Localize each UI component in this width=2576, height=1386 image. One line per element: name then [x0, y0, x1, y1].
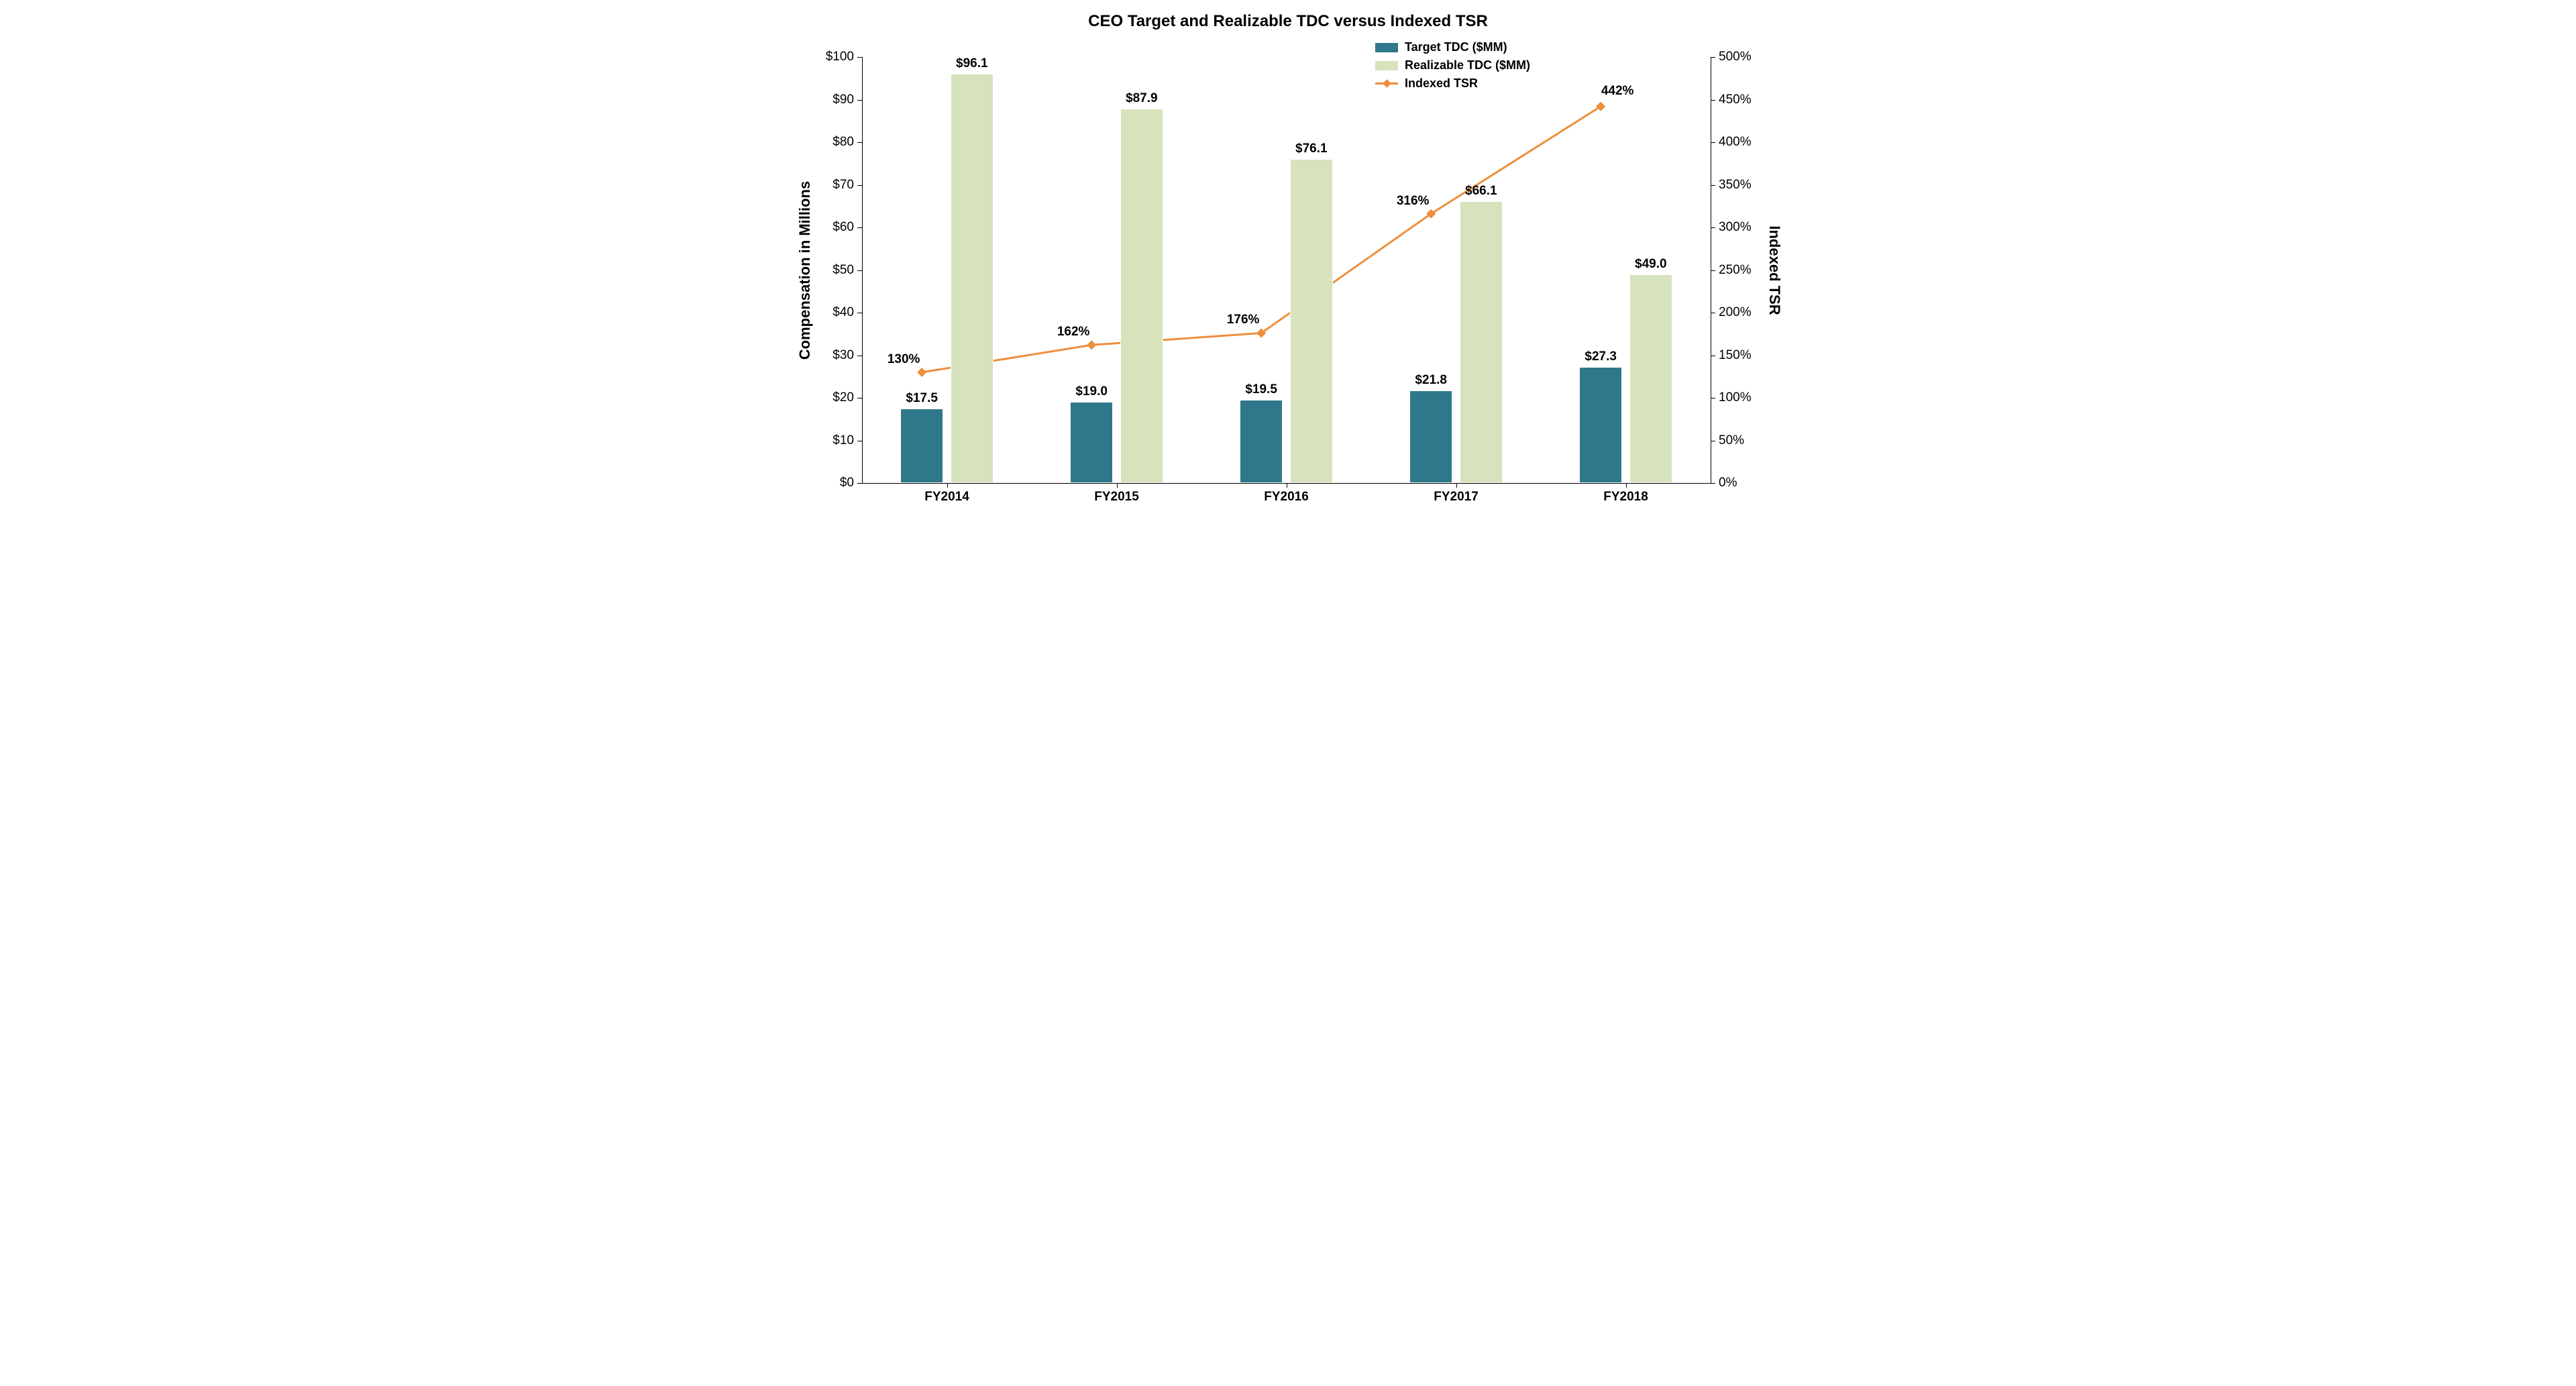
y-left-tick-label: $100 — [826, 50, 854, 64]
legend-label: Realizable TDC ($MM) — [1405, 58, 1530, 72]
y-right-tick-label: 300% — [1719, 220, 1752, 235]
bar-realizable-tdc — [1290, 159, 1334, 483]
plot-area: $17.5 $96.1 $19.0 $87.9 $19.5 $76.1 $21.8 $66.1… — [862, 57, 1711, 483]
bar-label-target: $27.3 — [1570, 350, 1631, 364]
y-left-tick-label: $50 — [833, 263, 854, 278]
legend-item: Target TDC ($MM) — [1375, 40, 1530, 54]
y-right-tick-label: 250% — [1719, 263, 1752, 278]
bar-target-tdc — [1070, 402, 1114, 483]
marker-indexed-tsr — [917, 368, 926, 377]
combo-chart: CEO Target and Realizable TDC versus Ind… — [785, 0, 1791, 523]
y-left-axis-title: Compensation in Millions — [796, 180, 814, 359]
bar-target-tdc — [1409, 390, 1453, 483]
y-left-tick-label: $60 — [833, 220, 854, 235]
legend-label: Target TDC ($MM) — [1405, 40, 1507, 54]
x-tick-label: FY2015 — [1083, 490, 1150, 504]
line-label-indexed-tsr: 130% — [873, 352, 934, 367]
line-label-indexed-tsr: 316% — [1383, 194, 1443, 209]
legend-swatch — [1375, 61, 1398, 70]
y-left-tick-label: $70 — [833, 178, 854, 193]
legend-item: Indexed TSR — [1375, 76, 1530, 91]
y-left-tick-label: $0 — [840, 476, 854, 490]
y-left-tick-label: $90 — [833, 93, 854, 107]
bar-label-realizable: $87.9 — [1112, 91, 1172, 106]
chart-title: CEO Target and Realizable TDC versus Ind… — [785, 0, 1791, 31]
x-tick-label: FY2014 — [914, 490, 981, 504]
line-label-indexed-tsr: 176% — [1213, 313, 1273, 327]
legend-item: Realizable TDC ($MM) — [1375, 58, 1530, 72]
marker-indexed-tsr — [1426, 209, 1436, 219]
legend-line-swatch — [1375, 79, 1398, 89]
legend-swatch — [1375, 43, 1398, 52]
y-right-tick-label: 500% — [1719, 50, 1752, 64]
y-left-tick-label: $30 — [833, 348, 854, 363]
bar-label-target: $19.0 — [1061, 384, 1122, 399]
y-left-tick-label: $20 — [833, 390, 854, 405]
y-right-tick-label: 200% — [1719, 305, 1752, 320]
marker-indexed-tsr — [1087, 340, 1096, 350]
bar-label-target: $19.5 — [1231, 382, 1291, 397]
bar-realizable-tdc — [1629, 274, 1673, 483]
bar-target-tdc — [900, 409, 944, 483]
y-right-tick-label: 400% — [1719, 135, 1752, 150]
line-label-indexed-tsr: 162% — [1043, 325, 1104, 339]
legend: Target TDC ($MM) Realizable TDC ($MM) Inde… — [1375, 40, 1530, 95]
y-right-tick-label: 350% — [1719, 178, 1752, 193]
bar-realizable-tdc — [1460, 201, 1503, 483]
y-left-tick-label: $80 — [833, 135, 854, 150]
x-tick-label: FY2016 — [1253, 490, 1320, 504]
legend-label: Indexed TSR — [1405, 76, 1478, 91]
y-right-tick-label: 450% — [1719, 93, 1752, 107]
bar-label-realizable: $49.0 — [1621, 257, 1681, 272]
y-right-tick-label: 150% — [1719, 348, 1752, 363]
y-left-tick-label: $10 — [833, 433, 854, 448]
y-right-axis-title: Indexed TSR — [1766, 225, 1783, 315]
bar-target-tdc — [1240, 400, 1283, 483]
y-right-tick-label: 0% — [1719, 476, 1737, 490]
bar-label-target: $17.5 — [892, 391, 952, 406]
y-right-tick-label: 50% — [1719, 433, 1744, 448]
bar-realizable-tdc — [1120, 109, 1164, 483]
y-left-tick-label: $40 — [833, 305, 854, 320]
bar-label-realizable: $66.1 — [1451, 184, 1511, 199]
bar-target-tdc — [1579, 367, 1623, 483]
marker-indexed-tsr — [1596, 102, 1605, 111]
bar-label-realizable: $96.1 — [942, 56, 1002, 71]
marker-indexed-tsr — [1256, 328, 1266, 337]
line-label-indexed-tsr: 442% — [1587, 84, 1648, 99]
x-tick-label: FY2018 — [1593, 490, 1660, 504]
bar-label-target: $21.8 — [1401, 373, 1461, 388]
bar-realizable-tdc — [951, 74, 994, 483]
x-tick-label: FY2017 — [1423, 490, 1490, 504]
y-right-tick-label: 100% — [1719, 390, 1752, 405]
bar-label-realizable: $76.1 — [1281, 142, 1342, 156]
